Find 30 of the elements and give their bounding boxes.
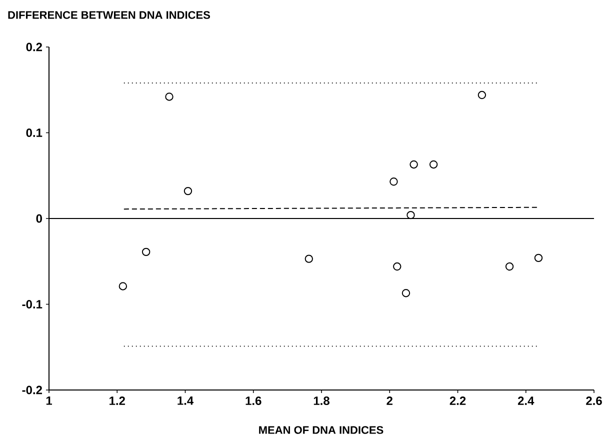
x-tick-label: 1.8 [314,396,330,406]
y-tick-label: -0.2 [22,386,42,394]
x-tick-label: 2.4 [518,396,534,405]
point [406,210,415,220]
x-tick-label: 2 [386,396,392,405]
point [118,282,128,290]
x-tick-label: 2.6 [586,396,602,406]
point [393,262,402,271]
x-tick-label: 1.6 [246,396,262,406]
point [304,254,313,263]
point [165,92,174,101]
y-tick-label: 0 [36,214,42,223]
point [410,160,418,169]
x-axis-title: MEAN OF DNA INDICES [259,426,384,434]
point [390,178,398,186]
y-tick-label: 0.2 [26,42,42,52]
x-tick-label: 2.2 [450,396,466,405]
y-tick-label: -0.1 [22,300,42,308]
x-tick-label: 1 [46,396,52,405]
point [505,262,514,271]
y-axis-title: DIFFERENCE BETWEEN DNA INDICES [8,11,210,19]
y-tick-label: 0.1 [26,128,42,137]
x-tick-label: 1.2 [110,396,125,405]
x-tick-label: 1.4 [178,396,194,405]
point [429,160,438,169]
point [142,248,150,256]
point [478,90,486,100]
point [534,254,543,262]
point [184,186,192,196]
point [402,289,410,298]
